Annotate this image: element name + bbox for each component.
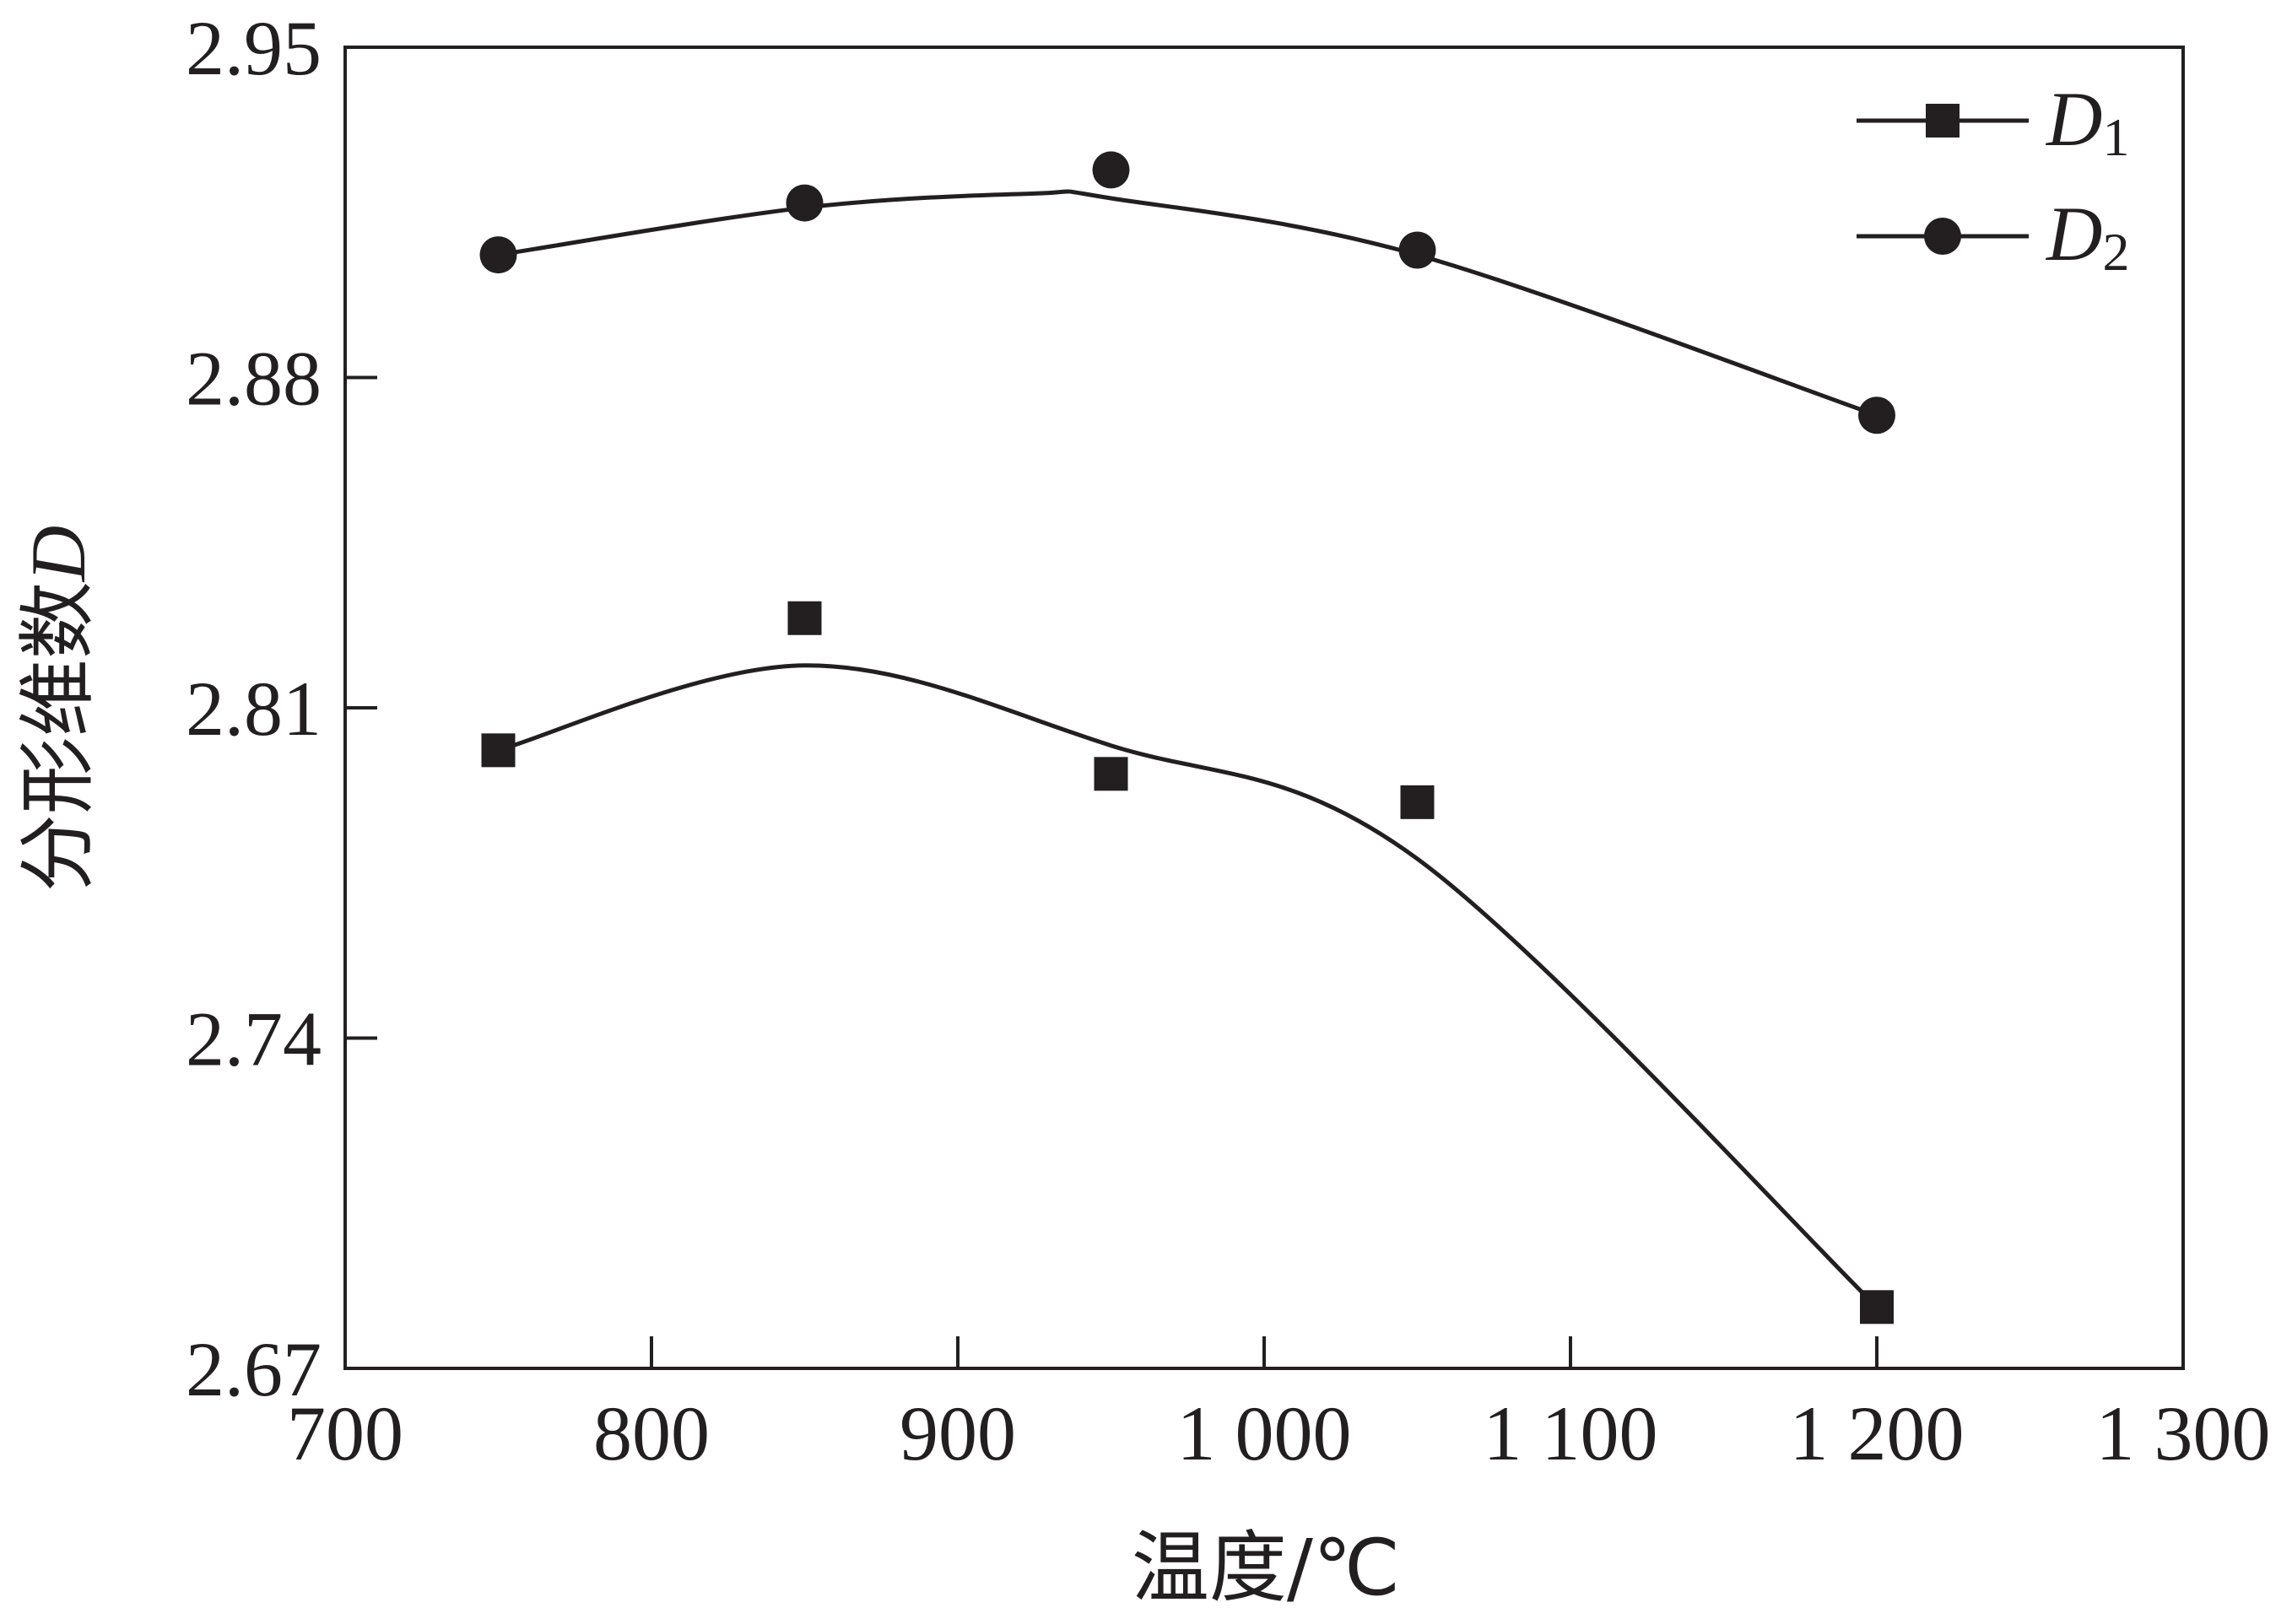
data-point-d1 <box>787 601 822 635</box>
y-tick-label: 2.74 <box>186 996 322 1082</box>
y-axis-title-text: 分形维数 <box>13 581 103 892</box>
legend-item-d2: D2 <box>1857 191 2129 282</box>
y-axis-title: 分形维数D <box>13 526 103 892</box>
x-tick-label: 1 200 <box>1790 1390 1965 1476</box>
y-tick-label: 2.81 <box>186 666 322 752</box>
y-tick-label: 2.95 <box>186 5 322 91</box>
legend-label-d2-sub: 2 <box>2102 222 2129 282</box>
legend: D1 D2 <box>1857 76 2129 282</box>
x-tick-label: 1 100 <box>1484 1390 1658 1476</box>
data-point-d1 <box>1400 785 1435 819</box>
x-tick-label: 900 <box>900 1390 1016 1476</box>
fit-curves <box>497 189 1878 1309</box>
data-point-d2 <box>479 236 517 274</box>
fit-curve-d2 <box>498 189 1878 418</box>
svg-text:D1: D1 <box>2045 76 2129 167</box>
x-tick-label: 1 300 <box>2096 1390 2271 1476</box>
data-point-d1 <box>1860 1290 1894 1325</box>
y-tick-label: 2.88 <box>186 336 322 422</box>
svg-text:分形维数D: 分形维数D <box>13 526 103 892</box>
legend-label-d2-main: D <box>2045 191 2102 277</box>
legend-label-d1-main: D <box>2045 76 2102 162</box>
legend-circle-marker-icon <box>1924 218 1961 255</box>
svg-text:D2: D2 <box>2045 191 2129 282</box>
x-tick-label: 1 000 <box>1177 1390 1352 1476</box>
x-axis-ticks: 700 800 900 1 000 1 100 1 200 1 300 <box>287 1336 2271 1476</box>
legend-label-d1-sub: 1 <box>2102 107 2129 167</box>
y-axis-title-symbol: D <box>15 526 101 583</box>
legend-item-d1: D1 <box>1857 76 2129 167</box>
x-tick-label: 700 <box>287 1390 403 1476</box>
data-point-d1 <box>1094 757 1128 791</box>
data-point-d2 <box>1398 231 1436 269</box>
data-point-d2 <box>1858 397 1895 434</box>
data-point-d1 <box>481 733 516 768</box>
fit-curve-d1 <box>497 663 1878 1309</box>
y-tick-label: 2.67 <box>186 1326 322 1412</box>
y-axis-ticks: 2.67 2.74 2.81 2.88 2.95 <box>186 5 377 1412</box>
data-markers <box>479 151 1895 1325</box>
legend-square-marker-icon <box>1926 104 1960 138</box>
data-point-d2 <box>1092 151 1130 189</box>
x-tick-label: 800 <box>593 1390 710 1476</box>
x-axis-title: 温度/℃ <box>1132 1523 1400 1613</box>
data-point-d2 <box>786 184 824 222</box>
